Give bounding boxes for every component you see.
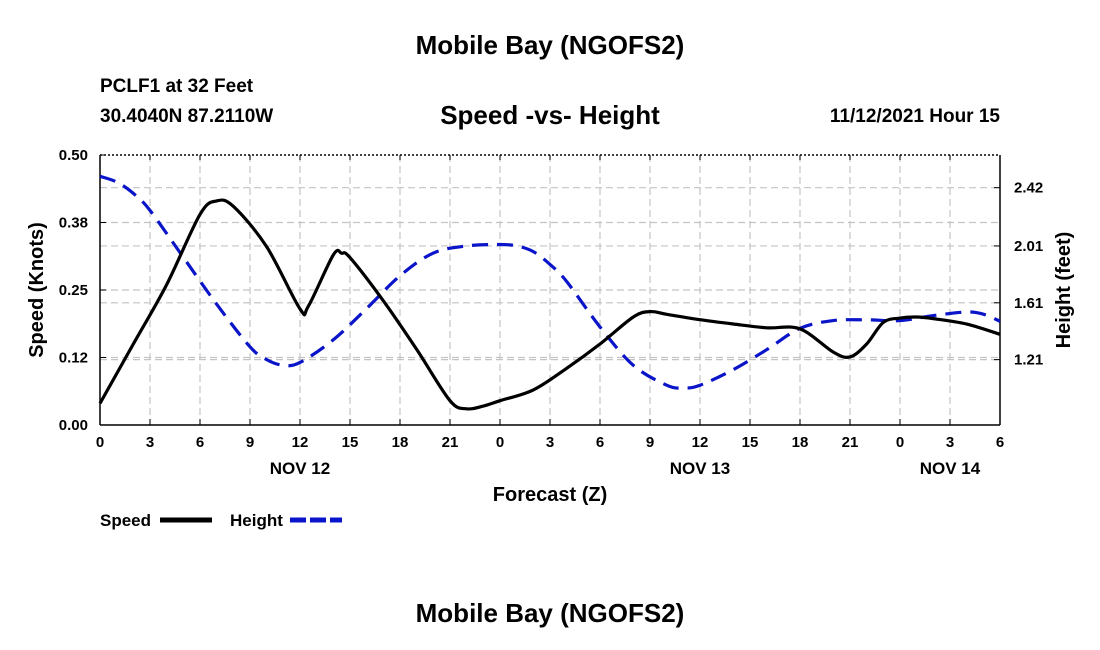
date-label: NOV 14 — [920, 459, 981, 478]
x-tick-label: 3 — [146, 434, 154, 451]
x-axis-title: Forecast (Z) — [493, 484, 607, 506]
x-tick-label: 3 — [546, 434, 554, 451]
axes — [99, 154, 1001, 426]
coordinates-label: 30.4040N 87.2110W — [100, 106, 274, 127]
y-right-axis-title: Height (feet) — [1053, 232, 1075, 349]
x-tick-label: 0 — [896, 434, 904, 451]
y-right-tick-label: 2.01 — [1014, 238, 1043, 255]
axis-labels: 0 3 6 9 12 15 18 21 0 3 6 9 12 15 18 21 0 3 6 0.00 0.12 0.25 0… — [26, 147, 1075, 506]
chart-title-repeat: Mobile Bay (NGOFS2) — [415, 598, 685, 628]
x-tick-label: 9 — [646, 434, 654, 451]
date-label: NOV 12 — [270, 459, 330, 478]
x-tick-label: 9 — [246, 434, 254, 451]
y-left-tick-label: 0.25 — [59, 282, 88, 299]
x-tick-label: 6 — [196, 434, 204, 451]
legend-label-speed: Speed — [100, 511, 151, 530]
series-line-speed — [98, 198, 1001, 411]
series-layer — [98, 174, 1001, 411]
date-label: NOV 13 — [670, 459, 730, 478]
station-label: PCLF1 at 32 Feet — [100, 76, 254, 97]
forecast-datetime: 11/12/2021 Hour 15 — [829, 106, 1000, 127]
x-tick-label: 12 — [692, 434, 709, 451]
x-tick-label: 0 — [96, 434, 104, 451]
legend-label-height: Height — [230, 511, 283, 530]
x-tick-label: 18 — [392, 434, 409, 451]
y-left-tick-label: 0.00 — [59, 417, 88, 434]
x-tick-label: 15 — [742, 434, 759, 451]
y-left-tick-label: 0.50 — [59, 147, 88, 164]
x-tick-label: 0 — [496, 434, 504, 451]
legend: Speed Height — [100, 511, 342, 530]
x-tick-label: 15 — [342, 434, 359, 451]
x-tick-label: 21 — [842, 434, 859, 451]
x-tick-label: 21 — [442, 434, 459, 451]
x-tick-label: 12 — [292, 434, 309, 451]
series-line-height — [99, 174, 1001, 390]
y-left-tick-label: 0.38 — [59, 215, 88, 232]
y-left-tick-label: 0.12 — [59, 350, 88, 367]
x-tick-label: 6 — [596, 434, 604, 451]
y-left-axis-title: Speed (Knots) — [26, 222, 48, 358]
y-right-tick-label: 1.61 — [1014, 295, 1043, 312]
y-right-tick-label: 1.21 — [1014, 352, 1043, 369]
grid-lines — [100, 155, 1000, 425]
chart-subtitle: Speed -vs- Height — [440, 100, 660, 130]
chart-title: Mobile Bay (NGOFS2) — [415, 30, 685, 60]
x-tick-label: 18 — [792, 434, 809, 451]
x-tick-label: 6 — [996, 434, 1004, 451]
y-right-tick-label: 2.42 — [1014, 180, 1043, 197]
x-tick-label: 3 — [946, 434, 954, 451]
